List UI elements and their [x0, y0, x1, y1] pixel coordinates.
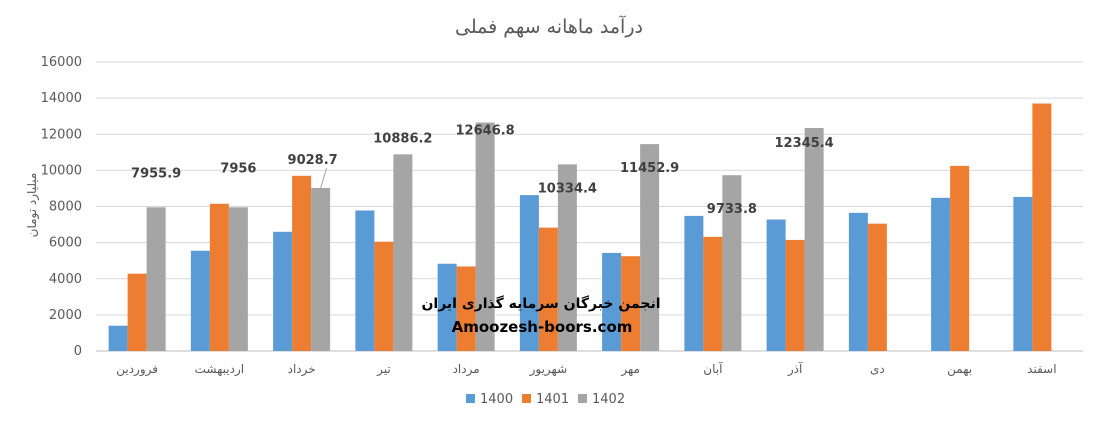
bar-1401-7: [703, 236, 723, 351]
legend-swatch-1402: [578, 394, 587, 403]
legend[interactable]: 1400 1401 1402: [466, 392, 625, 407]
data-label-6: 11452.9: [620, 161, 679, 176]
bar-1400-4: [437, 263, 457, 351]
bar-1400-0: [108, 325, 128, 351]
x-category-label: شهریور: [529, 362, 568, 377]
bar-1402-7: [722, 175, 742, 351]
y-axis-ticks: 0 2000 4000 6000 8000 10000 12000 14000 16000: [41, 55, 82, 359]
y-tick-label: 4000: [49, 272, 82, 287]
bar-1401-9: [867, 223, 887, 351]
x-category-label: آذر: [787, 361, 803, 377]
y-tick-label: 12000: [41, 127, 82, 142]
bars: [108, 103, 1052, 352]
bar-1401-8: [785, 239, 805, 351]
bar-1400-9: [848, 212, 868, 351]
data-label-7: 9733.8: [707, 202, 757, 217]
bar-1401-5: [538, 227, 558, 351]
x-axis-categories: فروردین اردیبهشت خرداد تیر مرداد شهریور مهر آبا…: [116, 361, 1056, 377]
y-tick-label: 2000: [49, 308, 82, 323]
leader-line: [320, 167, 328, 189]
legend-label-1400[interactable]: 1400: [480, 392, 513, 407]
x-category-label: مهر: [620, 362, 640, 377]
data-label-5: 10334.4: [538, 181, 597, 196]
watermark-line-1: انجمن خبرگان سرمایه گذاری ایران: [421, 295, 660, 312]
bar-1402-1: [228, 207, 248, 351]
bar-1400-10: [931, 197, 951, 351]
bar-1401-4: [456, 266, 476, 351]
x-category-label: دی: [870, 362, 885, 376]
bar-1400-11: [1013, 196, 1033, 351]
bar-1402-6: [640, 144, 660, 351]
bar-1401-2: [292, 175, 312, 351]
legend-swatch-1400: [466, 394, 475, 403]
legend-label-1401[interactable]: 1401: [536, 392, 569, 407]
bar-1400-1: [190, 250, 210, 351]
x-category-label: تیر: [376, 362, 391, 377]
bar-1400-2: [273, 231, 293, 351]
y-tick-label: 16000: [41, 55, 82, 70]
x-category-label: بهمن: [947, 362, 972, 377]
y-tick-label: 14000: [41, 91, 82, 106]
bar-1402-4: [475, 122, 495, 352]
data-label-3: 10886.2: [373, 131, 432, 146]
bar-1400-5: [519, 195, 539, 351]
chart-title: درآمد ماهانه سهم فملی: [455, 14, 643, 38]
y-tick-label: 0: [74, 344, 82, 359]
y-axis-label: میلیارد تومان: [25, 173, 40, 238]
bar-1401-11: [1032, 103, 1052, 351]
watermark-line-2: Amoozesh-boors.com: [452, 318, 633, 336]
x-category-label: اسفند: [1027, 362, 1056, 376]
x-category-label: آبان: [703, 361, 723, 376]
x-category-label: خرداد: [288, 362, 316, 377]
bar-1400-8: [766, 219, 786, 351]
bar-1402-8: [804, 128, 824, 351]
x-category-label: مرداد: [453, 362, 480, 377]
bar-1400-3: [355, 210, 375, 351]
leader-lines: [320, 167, 328, 189]
legend-label-1402[interactable]: 1402: [592, 392, 625, 407]
bar-1401-1: [209, 203, 229, 351]
bar-1400-6: [602, 252, 622, 351]
y-tick-label: 10000: [41, 163, 82, 178]
y-tick-label: 6000: [49, 236, 82, 251]
bar-1402-3: [393, 154, 413, 351]
bar-1402-0: [146, 207, 166, 351]
x-category-label: فروردین: [116, 362, 158, 377]
bar-1401-10: [950, 165, 970, 351]
bar-1401-3: [374, 241, 394, 351]
bar-1400-7: [684, 215, 704, 351]
data-label-2: 9028.7: [288, 153, 338, 168]
y-tick-label: 8000: [49, 200, 82, 215]
bar-1402-2: [311, 187, 331, 351]
data-labels: 7955.9 7956 9028.7 10886.2 12646.8 10334.4 114…: [131, 124, 834, 218]
data-label-8: 12345.4: [775, 136, 834, 151]
bar-1402-5: [557, 164, 577, 351]
legend-swatch-1401: [522, 394, 531, 403]
x-category-label: اردیبهشت: [195, 362, 244, 377]
gridlines: [96, 61, 1083, 352]
data-label-0: 7955.9: [131, 166, 181, 181]
data-label-1: 7956: [220, 161, 256, 176]
data-label-4: 12646.8: [456, 124, 515, 139]
bar-1401-0: [127, 273, 147, 351]
bar-1401-6: [621, 256, 641, 351]
